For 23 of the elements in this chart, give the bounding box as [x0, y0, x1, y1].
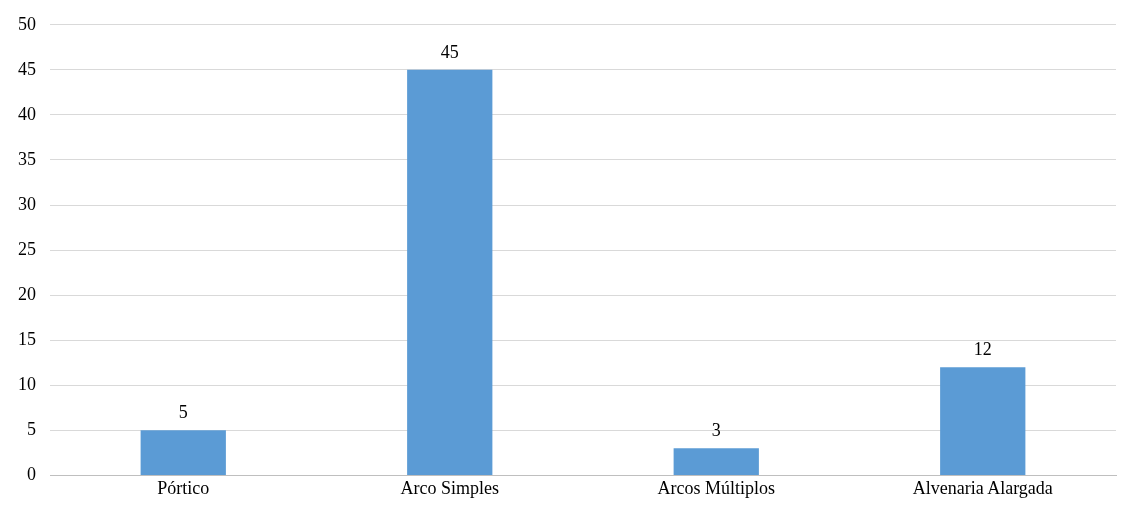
- x-tick-label: Arcos Múltiplos: [657, 477, 776, 498]
- bar: [940, 367, 1026, 475]
- x-tick-label: Alvenaria Alargada: [912, 477, 1053, 498]
- data-label: 5: [178, 402, 188, 423]
- bar: [673, 448, 759, 475]
- data-label: 45: [440, 41, 459, 62]
- y-tick-label: 10: [18, 374, 36, 395]
- x-tick-label: Arco Simples: [400, 477, 499, 498]
- y-tick-label: 15: [18, 328, 36, 349]
- data-label: 3: [711, 420, 721, 441]
- y-tick-label: 35: [18, 148, 36, 169]
- data-label: 12: [973, 338, 992, 359]
- y-tick-label: 20: [18, 283, 36, 304]
- y-tick-label: 45: [18, 58, 36, 79]
- y-tick-label: 25: [18, 238, 36, 259]
- bar: [407, 69, 493, 475]
- bar: [140, 430, 226, 475]
- y-tick-label: 5: [27, 419, 36, 440]
- y-tick-label: 30: [18, 193, 36, 214]
- x-tick-label: Pórtico: [157, 477, 210, 498]
- y-tick-label: 50: [18, 13, 36, 34]
- y-tick-label: 0: [27, 464, 36, 485]
- y-tick-label: 40: [18, 103, 36, 124]
